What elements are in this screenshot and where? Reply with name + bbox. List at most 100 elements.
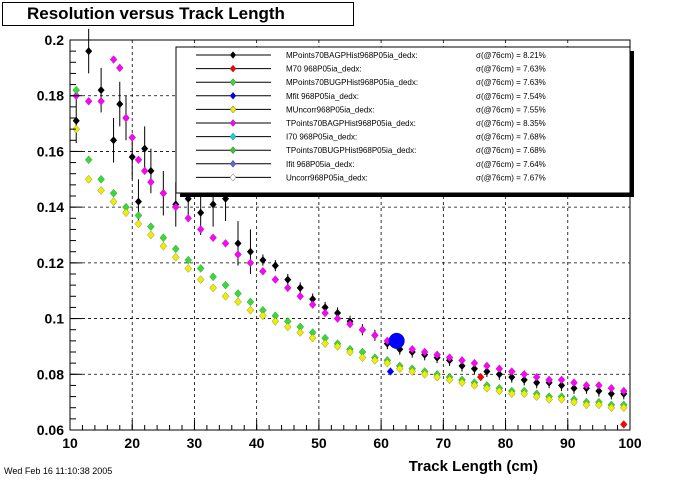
legend-marker bbox=[229, 146, 237, 155]
data-point bbox=[458, 378, 466, 387]
data-point bbox=[246, 258, 255, 268]
data-point bbox=[333, 342, 342, 351]
data-point bbox=[147, 222, 155, 231]
data-point bbox=[595, 400, 603, 410]
legend-sigma: σ(@76cm) = 7.55% bbox=[476, 105, 546, 114]
x-tick-label: 60 bbox=[373, 435, 389, 451]
data-point bbox=[209, 272, 217, 282]
legend-marker bbox=[229, 173, 237, 182]
data-point bbox=[346, 319, 354, 329]
legend-label: I70 968P05ia_dedx: bbox=[286, 133, 357, 142]
data-point bbox=[221, 239, 230, 248]
data-point bbox=[334, 309, 342, 317]
data-point bbox=[408, 344, 416, 354]
data-point bbox=[420, 347, 429, 357]
legend-sigma: σ(@76cm) = 7.54% bbox=[476, 92, 546, 101]
data-point bbox=[445, 353, 454, 362]
data-point bbox=[134, 211, 143, 220]
legend-label: MPoints70BAGPHist968P05ia_dedx: bbox=[286, 51, 418, 60]
legend-sigma: σ(@76cm) = 7.68% bbox=[476, 146, 546, 155]
data-point bbox=[620, 403, 628, 412]
legend-label: MUncorr968P05ia_dedx: bbox=[286, 105, 375, 114]
legend-label: TPoints70BAGPHist968P05ia_dedx: bbox=[286, 119, 416, 128]
legend-marker bbox=[229, 159, 237, 168]
data-series bbox=[72, 28, 628, 429]
data-point bbox=[72, 85, 80, 95]
data-point bbox=[557, 395, 566, 404]
data-point bbox=[85, 47, 93, 56]
data-point bbox=[234, 297, 242, 307]
data-point bbox=[209, 233, 217, 243]
data-point bbox=[259, 266, 267, 276]
y-tick-label: 0.16 bbox=[37, 143, 64, 159]
data-point bbox=[147, 166, 155, 175]
data-point bbox=[458, 356, 466, 365]
data-point bbox=[358, 325, 367, 334]
x-tick-label: 100 bbox=[618, 435, 642, 451]
data-point bbox=[84, 155, 93, 165]
data-point bbox=[97, 186, 105, 195]
data-point bbox=[296, 283, 304, 292]
data-point bbox=[557, 375, 566, 385]
data-point bbox=[147, 230, 155, 240]
data-point bbox=[84, 97, 93, 106]
data-point bbox=[476, 372, 485, 382]
data-point bbox=[72, 116, 80, 125]
data-point bbox=[495, 386, 504, 396]
data-point bbox=[197, 208, 205, 217]
data-point bbox=[209, 283, 217, 293]
data-point bbox=[184, 214, 192, 223]
data-point bbox=[458, 361, 466, 370]
legend-sigma: σ(@76cm) = 7.68% bbox=[476, 133, 546, 142]
data-point bbox=[309, 295, 317, 304]
data-point bbox=[271, 317, 280, 326]
data-point bbox=[184, 264, 192, 273]
data-point bbox=[558, 381, 566, 390]
legend-label: MPoints70BUGPHist968P05ia_dedx: bbox=[286, 78, 418, 87]
data-point bbox=[97, 97, 105, 106]
data-point bbox=[134, 219, 143, 229]
data-point bbox=[172, 202, 180, 212]
data-point bbox=[296, 292, 304, 301]
x-tick-label: 30 bbox=[187, 435, 203, 451]
data-point bbox=[483, 383, 491, 393]
data-point bbox=[296, 328, 304, 337]
data-point bbox=[388, 332, 405, 349]
legend-marker bbox=[229, 78, 237, 87]
data-point bbox=[383, 358, 392, 368]
data-point bbox=[321, 339, 329, 348]
data-point bbox=[321, 308, 329, 318]
data-point bbox=[196, 264, 205, 273]
data-point bbox=[221, 280, 230, 290]
data-point bbox=[396, 364, 404, 373]
data-point bbox=[84, 175, 93, 184]
data-point bbox=[234, 250, 242, 259]
y-tick-label: 0.2 bbox=[45, 32, 65, 48]
x-tick-label: 80 bbox=[498, 435, 514, 451]
legend-marker bbox=[229, 132, 237, 141]
data-point bbox=[209, 200, 217, 209]
legend-sigma: σ(@76cm) = 8.21% bbox=[476, 51, 546, 60]
x-tick-label: 10 bbox=[62, 435, 78, 451]
data-point bbox=[607, 383, 616, 393]
data-point bbox=[271, 261, 279, 270]
data-point bbox=[520, 375, 528, 384]
data-point bbox=[116, 100, 124, 109]
data-point bbox=[134, 155, 143, 165]
data-point bbox=[333, 314, 342, 323]
data-point bbox=[122, 113, 130, 123]
data-point bbox=[346, 347, 354, 357]
legend: MPoints70BAGPHist968P05ia_dedx: σ(@76cm) … bbox=[175, 46, 634, 197]
legend-label: Ifit 968P05ia_dedx: bbox=[286, 160, 355, 169]
legend-sigma: σ(@76cm) = 7.67% bbox=[476, 173, 546, 182]
data-point bbox=[520, 389, 528, 399]
data-point bbox=[532, 392, 541, 401]
data-point bbox=[141, 144, 149, 153]
legend-marker bbox=[229, 119, 237, 127]
chart-title: Resolution versus Track Length bbox=[2, 2, 354, 26]
legend-sigma: σ(@76cm) = 7.64% bbox=[476, 160, 546, 169]
data-point bbox=[246, 247, 254, 256]
data-point bbox=[386, 367, 395, 376]
data-point bbox=[570, 378, 578, 387]
